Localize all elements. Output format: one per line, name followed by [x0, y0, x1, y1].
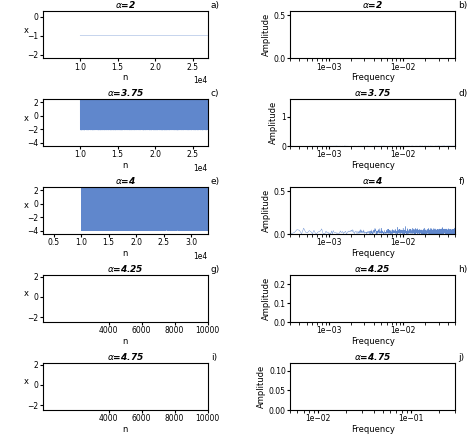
Text: b): b) — [458, 1, 467, 10]
Text: e): e) — [211, 177, 220, 186]
Y-axis label: x: x — [23, 201, 28, 210]
Title: $\alpha$=4.25: $\alpha$=4.25 — [107, 263, 144, 274]
X-axis label: n: n — [122, 425, 128, 434]
Y-axis label: Amplitude: Amplitude — [262, 277, 271, 320]
Text: i): i) — [211, 353, 217, 362]
Title: $\alpha$=4: $\alpha$=4 — [115, 175, 136, 186]
Title: $\alpha$=3.75: $\alpha$=3.75 — [107, 87, 144, 98]
Text: h): h) — [458, 265, 467, 274]
X-axis label: Frequency: Frequency — [351, 337, 394, 346]
Y-axis label: Amplitude: Amplitude — [257, 365, 266, 408]
Title: $\alpha$=4.75: $\alpha$=4.75 — [107, 351, 144, 362]
X-axis label: n: n — [122, 249, 128, 258]
Title: $\alpha$=2: $\alpha$=2 — [115, 0, 136, 10]
Y-axis label: Amplitude: Amplitude — [262, 189, 271, 232]
Y-axis label: x: x — [24, 289, 28, 299]
Text: j): j) — [458, 353, 465, 362]
X-axis label: n: n — [122, 73, 128, 82]
X-axis label: Frequency: Frequency — [351, 425, 394, 434]
Title: $\alpha$=4.25: $\alpha$=4.25 — [354, 263, 391, 274]
X-axis label: n: n — [122, 337, 128, 346]
Title: $\alpha$=4.75: $\alpha$=4.75 — [354, 351, 391, 362]
X-axis label: n: n — [122, 161, 128, 170]
Y-axis label: x: x — [23, 114, 28, 122]
Text: c): c) — [211, 89, 219, 98]
Text: d): d) — [458, 89, 467, 98]
X-axis label: Frequency: Frequency — [351, 73, 394, 82]
X-axis label: Frequency: Frequency — [351, 249, 394, 258]
Text: a): a) — [211, 1, 220, 10]
Y-axis label: Amplitude: Amplitude — [262, 13, 271, 56]
Title: $\alpha$=3.75: $\alpha$=3.75 — [354, 87, 391, 98]
Title: $\alpha$=2: $\alpha$=2 — [362, 0, 383, 10]
Y-axis label: x: x — [24, 26, 28, 35]
Text: g): g) — [211, 265, 220, 274]
Y-axis label: x: x — [24, 378, 28, 386]
Y-axis label: Amplitude: Amplitude — [269, 101, 278, 144]
X-axis label: Frequency: Frequency — [351, 161, 394, 170]
Title: $\alpha$=4: $\alpha$=4 — [362, 175, 383, 186]
Text: f): f) — [458, 177, 465, 186]
